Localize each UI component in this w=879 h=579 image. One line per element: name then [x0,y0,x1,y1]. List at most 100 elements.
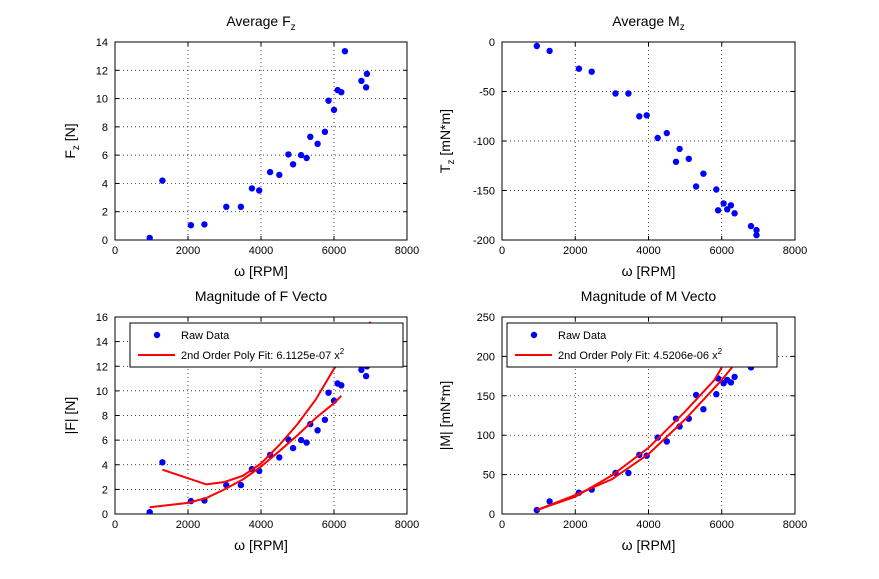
y-tick-label: -150 [473,186,495,198]
y-tick-label: 150 [477,391,495,403]
data-point [325,389,332,396]
data-point [731,373,738,381]
y-tick-label: 4 [102,460,108,472]
x-tick-label: 2000 [176,519,200,531]
legend-entry: 2nd Order Poly Fit: 6.1125e-07 x2 [181,347,345,362]
data-point [338,382,345,389]
data-point [663,438,670,445]
x-tick-label: 6000 [322,519,346,531]
data-point [654,134,661,142]
data-point [625,90,632,97]
fit-line [536,361,738,512]
x-axis-label: ω [RPM] [622,537,676,553]
y-tick-label: 14 [96,337,108,349]
data-point [237,481,245,489]
x-tick-label: 8000 [395,245,419,257]
legend: Raw Data 2nd Order Poly Fit: 6.1125e-07 x… [129,322,404,368]
data-point [159,459,166,466]
data-point [692,183,700,190]
y-tick-label: -50 [479,87,495,99]
chart-title: Average Fz [226,13,295,33]
legend-box [129,322,404,368]
x-tick-label: 4000 [636,245,660,257]
data-point [256,187,263,194]
chart-title-text: Average M [612,13,679,29]
data-point [341,48,349,55]
y-axis-label: Fz [N] [62,123,82,158]
x-tick-label: 8000 [783,519,807,531]
data-point [297,436,305,444]
data-point [731,210,738,217]
chart-title-subscript: z [680,22,685,33]
y-tick-label: 14 [96,37,108,49]
data-point [672,158,680,165]
x-tick-label: 4000 [249,245,273,257]
legend: Raw Data 2nd Order Poly Fit: 4.5206e-06 x… [506,322,778,368]
data-point [248,185,256,192]
data-point [330,106,338,114]
data-point [713,186,720,193]
legend-entry: Raw Data [558,330,607,342]
data-point [237,203,245,210]
legend-entry-label: Raw Data [558,330,607,342]
data-point [713,391,720,398]
chart-title-subscript: z [291,22,296,33]
data-point [159,177,166,184]
legend-entry-superscript: 2 [718,347,723,356]
data-point [146,509,153,514]
data-point [325,97,332,104]
data-point [307,133,314,140]
y-axis-label-text: |M| [mN*m] [437,381,453,451]
data-point [663,129,670,137]
data-point [276,171,283,179]
x-tick-label: 0 [499,245,505,257]
data-point [223,203,230,210]
x-axis-label: ω [RPM] [234,537,288,553]
chart-fmag: 0 2000 4000 6000 8000 0 2 4 6 8 10 12 14 16 Magnitude … [62,288,419,553]
x-tick-label: 4000 [636,519,660,531]
y-tick-label: 200 [477,351,495,363]
data-point [636,113,643,120]
data-point [289,161,297,168]
y-tick-label: 2 [102,207,108,219]
y-tick-label: 12 [96,361,108,373]
chart-title: Average Mz [612,13,684,33]
x-axis-label: ω [RPM] [234,263,288,279]
y-tick-label: 4 [102,178,108,190]
y-tick-label: 10 [96,94,108,106]
fit-line [149,395,343,509]
x-axis-label: ω [RPM] [622,263,676,279]
x-tick-label: 2000 [563,245,587,257]
legend-entry-label: Raw Data [181,330,230,342]
data-point [546,47,553,55]
y-axis-label-text: |F| [N] [62,397,78,435]
chart-title-text: Magnitude of F Vecto [195,288,328,304]
x-tick-label: 8000 [783,245,807,257]
data-point [358,77,365,85]
data-point [289,444,297,452]
chart-title-text: Average F [226,13,290,29]
data-point [625,469,632,477]
y-axis-label: |M| [mN*m] [437,381,453,451]
y-tick-label: 6 [102,150,108,162]
legend-box [506,322,778,368]
y-tick-label: 12 [96,65,108,77]
x-tick-label: 2000 [176,245,200,257]
legend-entry: Raw Data [181,330,230,342]
x-tick-label: 4000 [249,519,273,531]
y-axis-label-text: T [437,164,453,173]
x-tick-label: 0 [112,245,118,257]
y-tick-label: 8 [102,411,108,423]
chart-mmag: 0 2000 4000 6000 8000 0 50 100 150 200 250 Magnitud… [437,288,807,553]
y-tick-label: 10 [96,386,108,398]
y-tick-label: 0 [489,509,495,521]
data-point [753,226,760,234]
data-point [314,140,321,147]
x-tick-label: 0 [499,519,505,531]
data-point [314,427,321,434]
data-point [363,70,371,78]
data-point [362,372,370,380]
legend-marker-dot [530,331,538,339]
y-tick-label: 100 [477,430,495,442]
x-tick-label: 2000 [563,519,587,531]
